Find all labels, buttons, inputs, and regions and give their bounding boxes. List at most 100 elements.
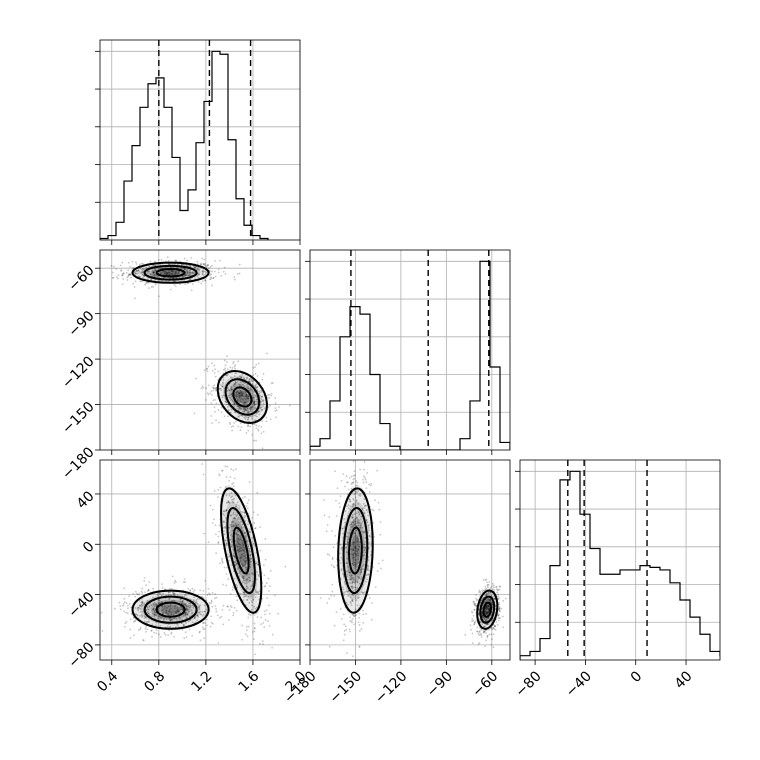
scatter-point (473, 622, 476, 625)
scatter-point (208, 592, 210, 595)
scatter-point (154, 611, 157, 614)
scatter-point (137, 629, 140, 631)
scatter-point (347, 594, 350, 597)
scatter-point (129, 628, 132, 631)
scatter-point (232, 524, 235, 526)
scatter-point (238, 409, 240, 412)
scatter-point (129, 273, 132, 276)
scatter-point (488, 608, 491, 610)
scatter-point (221, 385, 224, 388)
scatter-point (350, 523, 352, 525)
scatter-point (360, 570, 363, 572)
scatter-point (354, 522, 357, 525)
scatter-point (349, 600, 352, 603)
scatter-point (144, 283, 146, 286)
scatter-point (365, 574, 368, 577)
scatter-point (232, 513, 235, 516)
scatter-point (165, 609, 167, 612)
scatter-point (149, 273, 152, 276)
scatter-point (366, 521, 369, 524)
scatter-point (351, 581, 354, 584)
scatter-point (152, 272, 155, 275)
scatter-point (350, 521, 353, 524)
scatter-point (249, 614, 252, 617)
scatter-point (354, 504, 357, 507)
scatter-point (248, 481, 251, 484)
scatter-point (498, 585, 501, 588)
scatter-point (487, 597, 489, 600)
scatter-point (239, 557, 242, 559)
scatter-point (170, 270, 173, 273)
scatter-point (148, 270, 151, 273)
scatter-point (251, 389, 254, 392)
scatter-point (128, 273, 131, 275)
scatter-point (263, 626, 266, 628)
scatter-point (214, 593, 217, 595)
scatter-point (223, 530, 225, 532)
scatter-point (170, 618, 173, 621)
scatter-point (206, 624, 208, 627)
scatter-point (238, 517, 241, 520)
scatter-point (362, 609, 365, 612)
scatter-point (342, 572, 344, 575)
scatter-point (344, 485, 346, 488)
scatter-point (238, 545, 241, 548)
scatter-point (168, 608, 171, 611)
scatter-point (230, 606, 233, 609)
scatter-point (487, 611, 490, 613)
scatter-point (158, 602, 160, 605)
scatter-point (206, 392, 209, 395)
scatter-point (357, 597, 359, 600)
scatter-point (340, 556, 343, 559)
scatter-point (202, 269, 204, 272)
scatter-point (231, 495, 234, 498)
histogram-panel-0 (95, 39, 301, 241)
scatter-point (331, 583, 334, 586)
scatter-point (483, 630, 486, 633)
scatter-point (207, 365, 210, 368)
scatter-point (231, 403, 234, 406)
scatter-point (473, 623, 476, 626)
scatter-point (181, 607, 184, 610)
scatter-point (220, 411, 223, 414)
scatter-point (190, 257, 193, 259)
scatter-point (244, 560, 246, 562)
scatter-point (223, 514, 226, 517)
scatter-point (342, 532, 344, 535)
scatter-point (222, 270, 225, 273)
scatter-point (254, 366, 256, 368)
scatter-point (253, 403, 256, 406)
scatter-point (184, 612, 187, 615)
scatter-point (490, 643, 493, 646)
scatter-point (484, 610, 487, 613)
scatter-point (358, 545, 360, 548)
scatter-point (183, 257, 186, 260)
scatter-point (225, 542, 228, 545)
scatter-point (202, 262, 205, 265)
scatter-point (166, 272, 168, 275)
scatter-point (234, 382, 236, 385)
scatter-point (229, 604, 232, 607)
scatter-point (239, 510, 242, 513)
scatter-point (356, 581, 359, 584)
scatter-point (260, 398, 263, 401)
scatter-point (349, 574, 351, 577)
scatter-point (335, 611, 338, 613)
scatter-point (139, 626, 142, 629)
scatter-point (225, 403, 228, 406)
scatter-point (198, 608, 200, 610)
scatter-point (347, 536, 349, 539)
scatter-point (363, 546, 366, 549)
scatter-point (478, 630, 481, 633)
scatter-point (252, 380, 255, 383)
scatter-point (182, 275, 184, 278)
scatter-point (247, 397, 249, 399)
scatter-point (485, 611, 488, 614)
scatter-point (355, 554, 358, 557)
scatter-point (245, 377, 248, 380)
scatter-point (260, 409, 263, 412)
scatter-point (260, 389, 263, 392)
scatter-point (236, 405, 239, 408)
scatter-point (210, 273, 213, 276)
scatter-point (239, 538, 242, 541)
